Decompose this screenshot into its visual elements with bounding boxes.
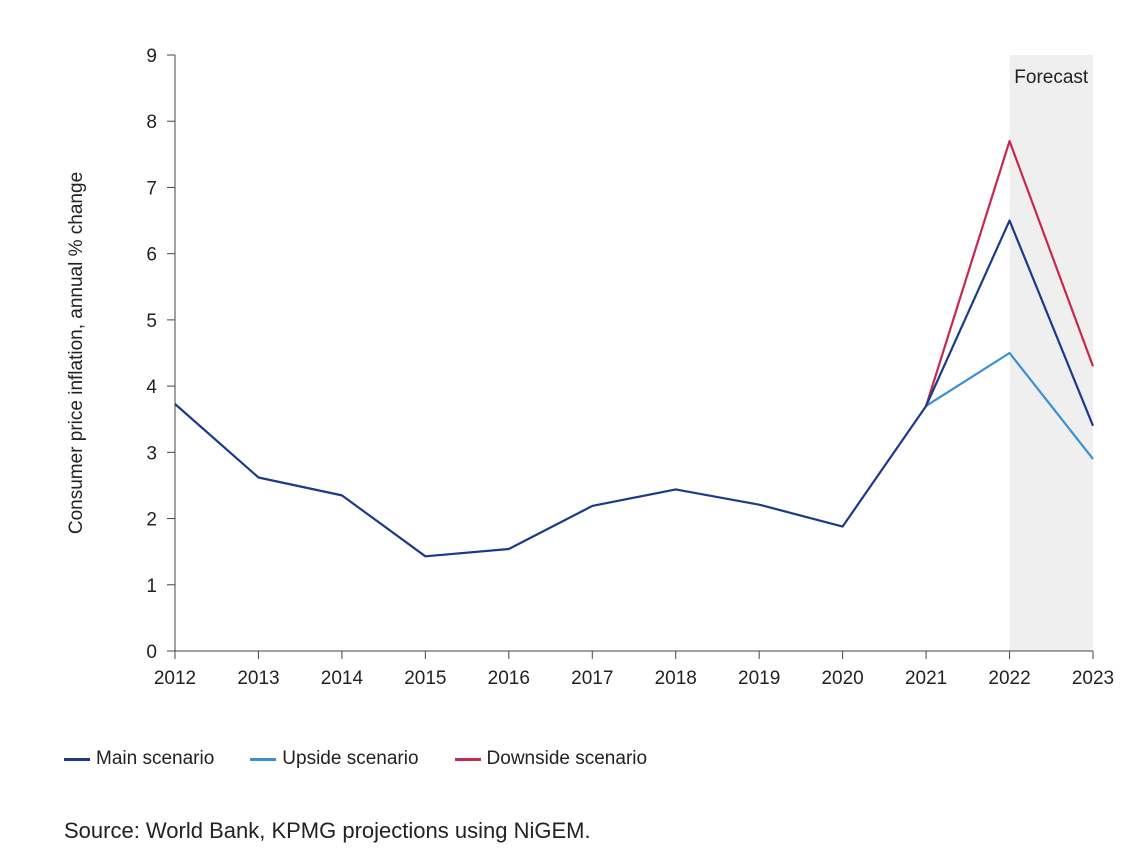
legend-swatch-downside: [454, 757, 481, 761]
series-line-main: [174, 219, 1095, 558]
forecast-band: [1009, 55, 1093, 651]
legend-swatch-main: [64, 757, 90, 761]
chart-axes: 0 1 2 3 4 5 6 7 8 9 2012 2013 2014 2015 2016 2017 2018 20…: [146, 46, 1114, 689]
legend-item-main: Main scenario: [64, 748, 214, 770]
y-tick-label: 1: [146, 576, 157, 597]
legend-item-downside: Downside scenario: [454, 748, 648, 770]
x-tick-label: 2018: [655, 668, 697, 689]
x-tick-label: 2013: [237, 668, 279, 689]
y-tick-label: 8: [146, 112, 157, 133]
y-tick-label: 6: [146, 245, 157, 266]
y-tick-label: 7: [146, 178, 157, 199]
y-tick-label: 2: [146, 510, 157, 531]
y-axis-title: Consumer price inflation, annual % chang…: [66, 172, 87, 534]
series-layer: [174, 139, 1095, 558]
series-line-upside: [925, 351, 1094, 460]
y-tick-label: 5: [146, 311, 157, 332]
x-tick-label: 2012: [154, 668, 196, 689]
x-tick-label: 2019: [738, 668, 780, 689]
x-tick-label: 2017: [571, 668, 613, 689]
legend: Main scenario Upside scenario Downside s…: [64, 748, 683, 770]
x-tick-label: 2016: [488, 668, 530, 689]
x-tick-label: 2014: [321, 668, 364, 689]
y-tick-label: 3: [146, 443, 157, 464]
series-line-downside: [925, 139, 1095, 407]
y-tick-label: 9: [146, 46, 157, 67]
y-tick-label: 4: [146, 377, 157, 398]
legend-item-upside: Upside scenario: [250, 748, 419, 770]
legend-label-downside: Downside scenario: [486, 748, 648, 769]
legend-label-upside: Upside scenario: [282, 748, 419, 769]
forecast-label: Forecast: [1014, 67, 1089, 88]
source-note: Source: World Bank, KPMG projections usi…: [64, 818, 591, 843]
x-tick-label: 2022: [988, 668, 1030, 689]
x-tick-label: 2023: [1072, 668, 1114, 689]
y-tick-label: 0: [146, 642, 157, 663]
x-tick-label: 2021: [905, 668, 947, 689]
x-tick-label: 2020: [821, 668, 863, 689]
x-tick-label: 2015: [404, 668, 446, 689]
legend-label-main: Main scenario: [96, 748, 215, 769]
legend-swatch-upside: [250, 757, 277, 761]
